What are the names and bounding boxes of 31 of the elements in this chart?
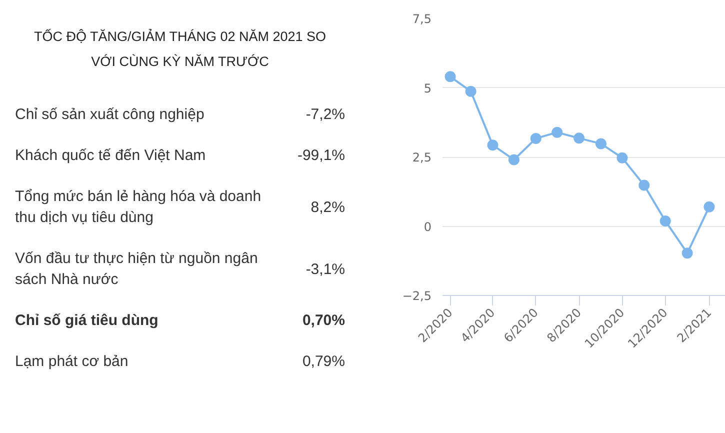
text: Lạm phát cơ bản	[14, 352, 130, 372]
text: Tổng mức bán lẻ hàng hóa và doanh thu dịch vụ tiêu dùng	[14, 187, 262, 228]
point	[660, 215, 671, 226]
text: 0,79%	[301, 352, 346, 372]
text: -3,1%	[304, 260, 346, 280]
text: 8,2%	[310, 198, 346, 218]
text: Chỉ số giá tiêu dùng	[14, 311, 160, 331]
y-tick-label: 2,5	[412, 150, 432, 164]
point	[552, 126, 563, 138]
point	[638, 180, 650, 191]
point	[465, 86, 476, 97]
text: -99,1%	[296, 146, 346, 166]
text: 0,70%	[301, 311, 346, 331]
point	[444, 71, 456, 82]
point	[595, 138, 606, 150]
text: Khách quốc tế đến Việt Nam	[14, 146, 207, 166]
point	[616, 152, 628, 164]
point	[508, 154, 520, 166]
y-tick-label: −2,5	[402, 289, 432, 303]
point	[574, 132, 585, 144]
text: TỐC ĐỘ TĂNG/GIẢM THÁNG 02 NĂM 2021 SO VỚI CÙNG KỲ NĂM TRƯỚC	[32, 28, 328, 71]
text: -7,2%	[304, 105, 346, 125]
text: Vốn đầu tư thực hiện từ nguồn ngân sách Nhà nước	[14, 249, 259, 290]
y-tick-label: 7,5	[412, 12, 432, 26]
point	[682, 248, 693, 259]
point	[704, 201, 715, 212]
point	[487, 140, 498, 151]
point	[530, 132, 542, 144]
text: Chỉ số sản xuất công nghiệp	[14, 105, 206, 125]
y-tick-label: 0	[424, 220, 432, 234]
y-tick-label: 5	[424, 81, 432, 96]
